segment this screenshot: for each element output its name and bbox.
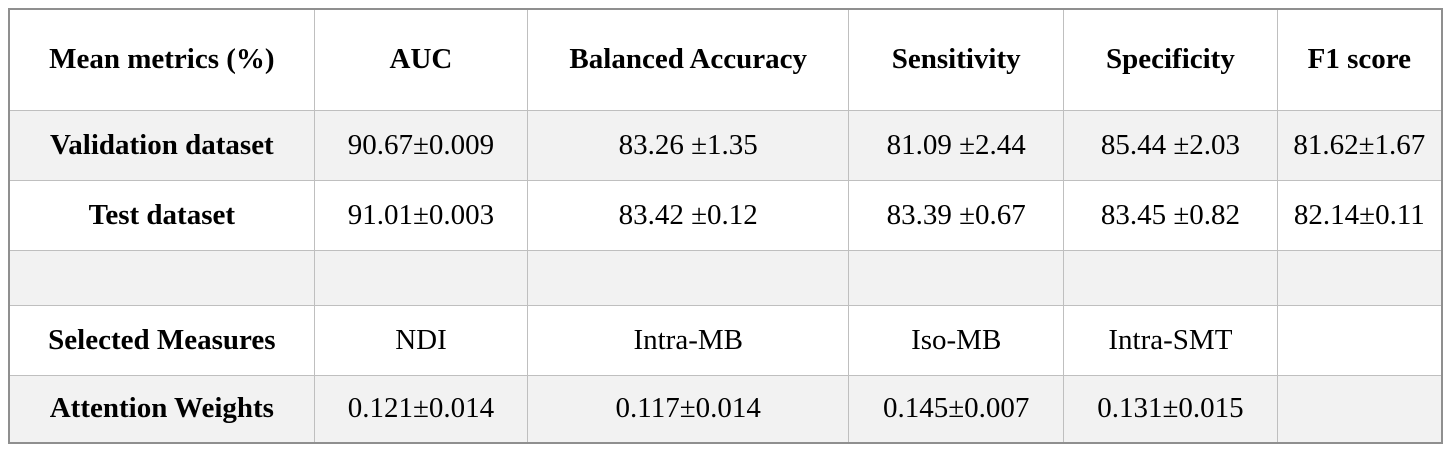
header-cell-balanced-accuracy: Balanced Accuracy bbox=[527, 8, 850, 111]
empty-cell bbox=[313, 249, 529, 306]
header-cell-specificity: Specificity bbox=[1063, 8, 1278, 111]
data-cell: 83.39 ±0.67 bbox=[848, 179, 1065, 251]
table-row-validation-dataset: Validation dataset 90.67±0.009 83.26 ±1.… bbox=[8, 109, 1443, 181]
data-cell: 85.44 ±2.03 bbox=[1063, 109, 1278, 181]
header-cell-auc: AUC bbox=[313, 8, 529, 111]
data-cell: Iso-MB bbox=[848, 304, 1065, 376]
data-cell bbox=[1276, 374, 1443, 444]
data-cell: Intra-MB bbox=[527, 304, 850, 376]
data-cell: 82.14±0.11 bbox=[1276, 179, 1443, 251]
table-row-test-dataset: Test dataset 91.01±0.003 83.42 ±0.12 83.… bbox=[8, 179, 1443, 251]
header-cell-mean-metrics: Mean metrics (%) bbox=[8, 8, 315, 111]
table-row-attention-weights: Attention Weights 0.121±0.014 0.117±0.01… bbox=[8, 374, 1443, 444]
data-cell bbox=[1276, 304, 1443, 376]
data-cell: 83.42 ±0.12 bbox=[527, 179, 850, 251]
header-cell-f1-score: F1 score bbox=[1276, 8, 1443, 111]
data-cell: Intra-SMT bbox=[1063, 304, 1278, 376]
data-cell: 0.121±0.014 bbox=[313, 374, 529, 444]
data-cell: 0.145±0.007 bbox=[848, 374, 1065, 444]
table-row-spacer bbox=[8, 249, 1443, 306]
header-cell-sensitivity: Sensitivity bbox=[848, 8, 1065, 111]
table-header-row: Mean metrics (%) AUC Balanced Accuracy S… bbox=[8, 8, 1443, 111]
empty-cell bbox=[1276, 249, 1443, 306]
metrics-table: Mean metrics (%) AUC Balanced Accuracy S… bbox=[8, 8, 1443, 444]
table-row-selected-measures: Selected Measures NDI Intra-MB Iso-MB In… bbox=[8, 304, 1443, 376]
row-label-cell: Validation dataset bbox=[8, 109, 315, 181]
data-cell: 81.62±1.67 bbox=[1276, 109, 1443, 181]
empty-cell bbox=[1063, 249, 1278, 306]
empty-cell bbox=[848, 249, 1065, 306]
empty-cell bbox=[8, 249, 315, 306]
data-cell: 91.01±0.003 bbox=[313, 179, 529, 251]
row-label-cell: Attention Weights bbox=[8, 374, 315, 444]
data-cell: 90.67±0.009 bbox=[313, 109, 529, 181]
row-label-cell: Selected Measures bbox=[8, 304, 315, 376]
data-cell: 0.117±0.014 bbox=[527, 374, 850, 444]
data-cell: 83.45 ±0.82 bbox=[1063, 179, 1278, 251]
metrics-table-container: Mean metrics (%) AUC Balanced Accuracy S… bbox=[8, 8, 1443, 444]
row-label-cell: Test dataset bbox=[8, 179, 315, 251]
data-cell: 0.131±0.015 bbox=[1063, 374, 1278, 444]
data-cell: 81.09 ±2.44 bbox=[848, 109, 1065, 181]
empty-cell bbox=[527, 249, 850, 306]
data-cell: NDI bbox=[313, 304, 529, 376]
data-cell: 83.26 ±1.35 bbox=[527, 109, 850, 181]
